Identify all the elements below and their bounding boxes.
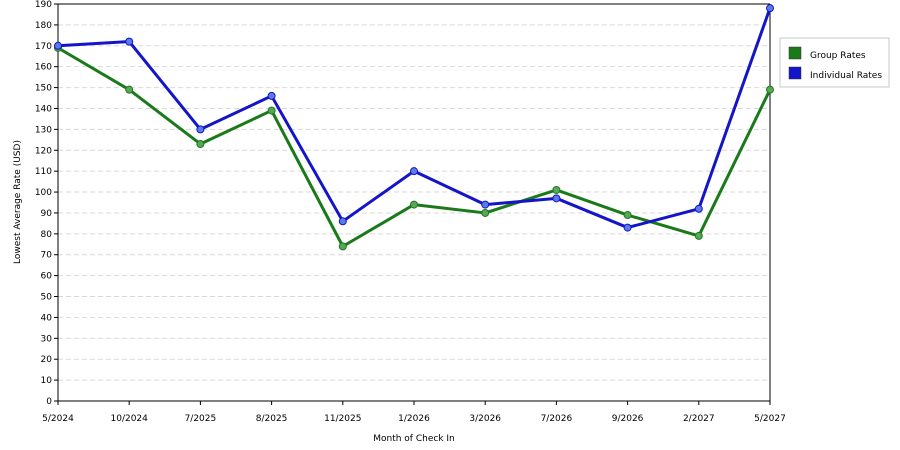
x-tick-label: 3/2026 — [469, 414, 501, 424]
y-tick-label: 140 — [35, 104, 52, 114]
y-tick-label: 130 — [35, 125, 52, 135]
data-point — [623, 223, 632, 232]
y-axis-title: Lowest Average Rate (USD) — [13, 140, 23, 264]
y-tick-label: 90 — [41, 209, 53, 219]
data-point — [552, 185, 561, 194]
y-tick-label: 180 — [35, 21, 52, 31]
y-tick-label: 170 — [35, 42, 52, 52]
grid-lines — [58, 24, 770, 381]
data-point — [267, 106, 276, 115]
x-tick-label: 8/2025 — [256, 414, 288, 424]
y-tick-label: 120 — [35, 146, 52, 156]
data-point — [196, 125, 205, 134]
y-tick-label: 160 — [35, 63, 52, 73]
x-tick-label: 9/2026 — [612, 414, 644, 424]
y-tick-label: 190 — [35, 0, 52, 10]
y-tick-label: 40 — [41, 313, 53, 323]
x-tick-label: 11/2025 — [324, 414, 361, 424]
y-tick-label: 110 — [35, 167, 52, 177]
data-point — [125, 37, 134, 46]
y-tick-label: 20 — [41, 355, 53, 365]
y-tick-label: 100 — [35, 188, 52, 198]
data-point — [481, 208, 490, 217]
legend: Group Rates Individual Rates — [779, 37, 890, 88]
data-point — [552, 194, 561, 203]
x-tick-label: 7/2026 — [541, 414, 573, 424]
data-point — [694, 231, 703, 240]
data-point — [410, 200, 418, 209]
data-point — [125, 85, 134, 94]
data-point — [196, 139, 205, 148]
y-tick-label: 150 — [35, 84, 52, 94]
x-tick-label: 2/2027 — [683, 414, 715, 424]
x-tick-labels: 5/2024 10/2024 7/2025 8/2025 11/2025 1/2026 3/… — [42, 401, 786, 424]
series-line-group-rates — [57, 46, 772, 248]
series — [54, 4, 774, 251]
data-point — [481, 200, 490, 209]
data-point — [54, 41, 62, 50]
y-tick-label: 80 — [41, 230, 53, 240]
data-point — [267, 91, 276, 100]
legend-swatch-group — [788, 46, 802, 60]
y-tick-label: 0 — [46, 397, 52, 407]
x-tick-label: 1/2026 — [398, 414, 430, 424]
y-tick-label: 60 — [41, 272, 53, 282]
data-point — [338, 217, 347, 226]
data-point — [338, 242, 347, 251]
data-point — [623, 211, 632, 220]
legend-label-group: Group Rates — [810, 51, 866, 61]
y-tick-label: 70 — [41, 251, 53, 261]
x-tick-label: 10/2024 — [111, 414, 149, 424]
data-point — [766, 4, 774, 13]
y-tick-label: 30 — [41, 334, 53, 344]
legend-swatch-individual — [788, 66, 802, 80]
x-tick-label: 5/2024 — [42, 414, 74, 424]
data-point — [766, 85, 774, 94]
x-tick-label: 7/2025 — [185, 414, 217, 424]
y-tick-label: 10 — [41, 376, 53, 386]
x-tick-label: 5/2027 — [754, 414, 786, 424]
x-axis-title: Month of Check In — [373, 434, 455, 444]
y-tick-label: 50 — [41, 293, 53, 303]
y-tick-labels: 0 10 20 30 40 50 60 70 80 90 100 110 120 130 140 150 160… — [35, 0, 58, 407]
data-point — [410, 167, 418, 176]
legend-label-individual: Individual Rates — [810, 71, 882, 81]
data-point — [694, 204, 703, 213]
